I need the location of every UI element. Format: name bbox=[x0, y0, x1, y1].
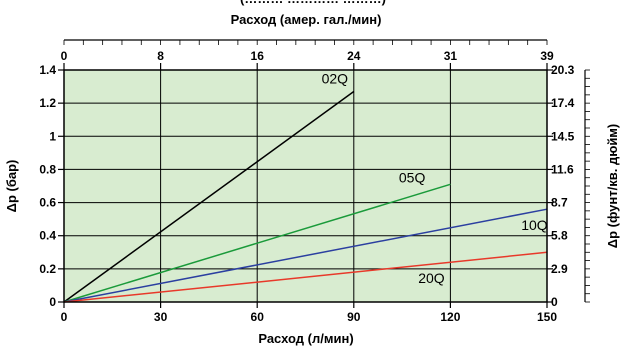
x-tick-label: 60 bbox=[251, 310, 265, 324]
x-top-tick-label: 31 bbox=[444, 49, 458, 63]
x-axis-top-title: Расход (амер. гал./мин) bbox=[231, 12, 382, 27]
y-right-tick-label: 2.9 bbox=[551, 262, 568, 276]
y-right-tick-label: 0 bbox=[551, 295, 558, 309]
x-axis-top: 0 8 16 24 31 39 bbox=[61, 39, 554, 70]
y-tick-label: 0.2 bbox=[39, 262, 56, 276]
x-top-tick-label: 0 bbox=[61, 49, 68, 63]
series-label-20q: 20Q bbox=[418, 270, 445, 286]
series-line-02q bbox=[63, 90, 355, 303]
y-axis-right: 0 2.9 5.8 8.7 11.6 14.5 17.4 20.3 bbox=[547, 63, 586, 309]
x-top-tick-label: 39 bbox=[540, 49, 554, 63]
grid-lines bbox=[64, 70, 547, 302]
x-tick-label: 0 bbox=[61, 310, 68, 324]
minor-ticks bbox=[63, 40, 590, 303]
y-right-tick-label: 8.7 bbox=[551, 196, 568, 210]
series-label-10q: 10Q bbox=[521, 217, 548, 233]
plot-frame bbox=[63, 69, 548, 303]
y-right-tick-label: 5.8 bbox=[551, 229, 568, 243]
y-right-tick-label: 14.5 bbox=[551, 129, 575, 143]
y-right-tick-label: 20.3 bbox=[551, 63, 575, 77]
x-top-tick-label: 24 bbox=[347, 49, 361, 63]
y-right-tick-label: 11.6 bbox=[551, 162, 574, 176]
x-tick-label: 30 bbox=[154, 310, 168, 324]
x-axis-bottom: 0 30 60 90 120 150 bbox=[61, 302, 557, 324]
series-line-20q bbox=[63, 251, 548, 303]
y-tick-label: 1 bbox=[49, 129, 56, 143]
y-tick-label: 0 bbox=[49, 295, 56, 309]
y-axis-left: 0 0.2 0.4 0.6 0.8 1 1.2 1.4 bbox=[39, 63, 64, 309]
chart-top-title: (……… ………… ………) bbox=[240, 0, 386, 6]
y-tick-label: 0.8 bbox=[39, 162, 56, 176]
x-tick-label: 150 bbox=[537, 310, 557, 324]
plot-area bbox=[64, 70, 547, 302]
series-line-05q bbox=[63, 183, 451, 303]
series-lines: 02Q 05Q 10Q 20Q bbox=[63, 70, 548, 303]
y-right-tick-label: 17.4 bbox=[551, 96, 575, 110]
y-axis-title: Δp (бар) bbox=[4, 160, 19, 213]
y-axis-right-title: Δp (фунт/кв. дюйм) bbox=[605, 124, 620, 249]
x-top-tick-label: 8 bbox=[157, 49, 164, 63]
series-line-10q bbox=[63, 208, 548, 303]
x-tick-label: 90 bbox=[347, 310, 361, 324]
series-label-05q: 05Q bbox=[399, 170, 426, 186]
x-tick-label: 120 bbox=[440, 310, 460, 324]
y-tick-label: 0.6 bbox=[39, 196, 56, 210]
x-top-tick-label: 16 bbox=[251, 49, 265, 63]
y-tick-label: 1.4 bbox=[39, 63, 56, 77]
series-label-02q: 02Q bbox=[322, 70, 349, 86]
y-tick-label: 0.4 bbox=[39, 229, 56, 243]
y-tick-label: 1.2 bbox=[39, 96, 56, 110]
x-axis-title: Расход (л/мин) bbox=[258, 331, 353, 346]
